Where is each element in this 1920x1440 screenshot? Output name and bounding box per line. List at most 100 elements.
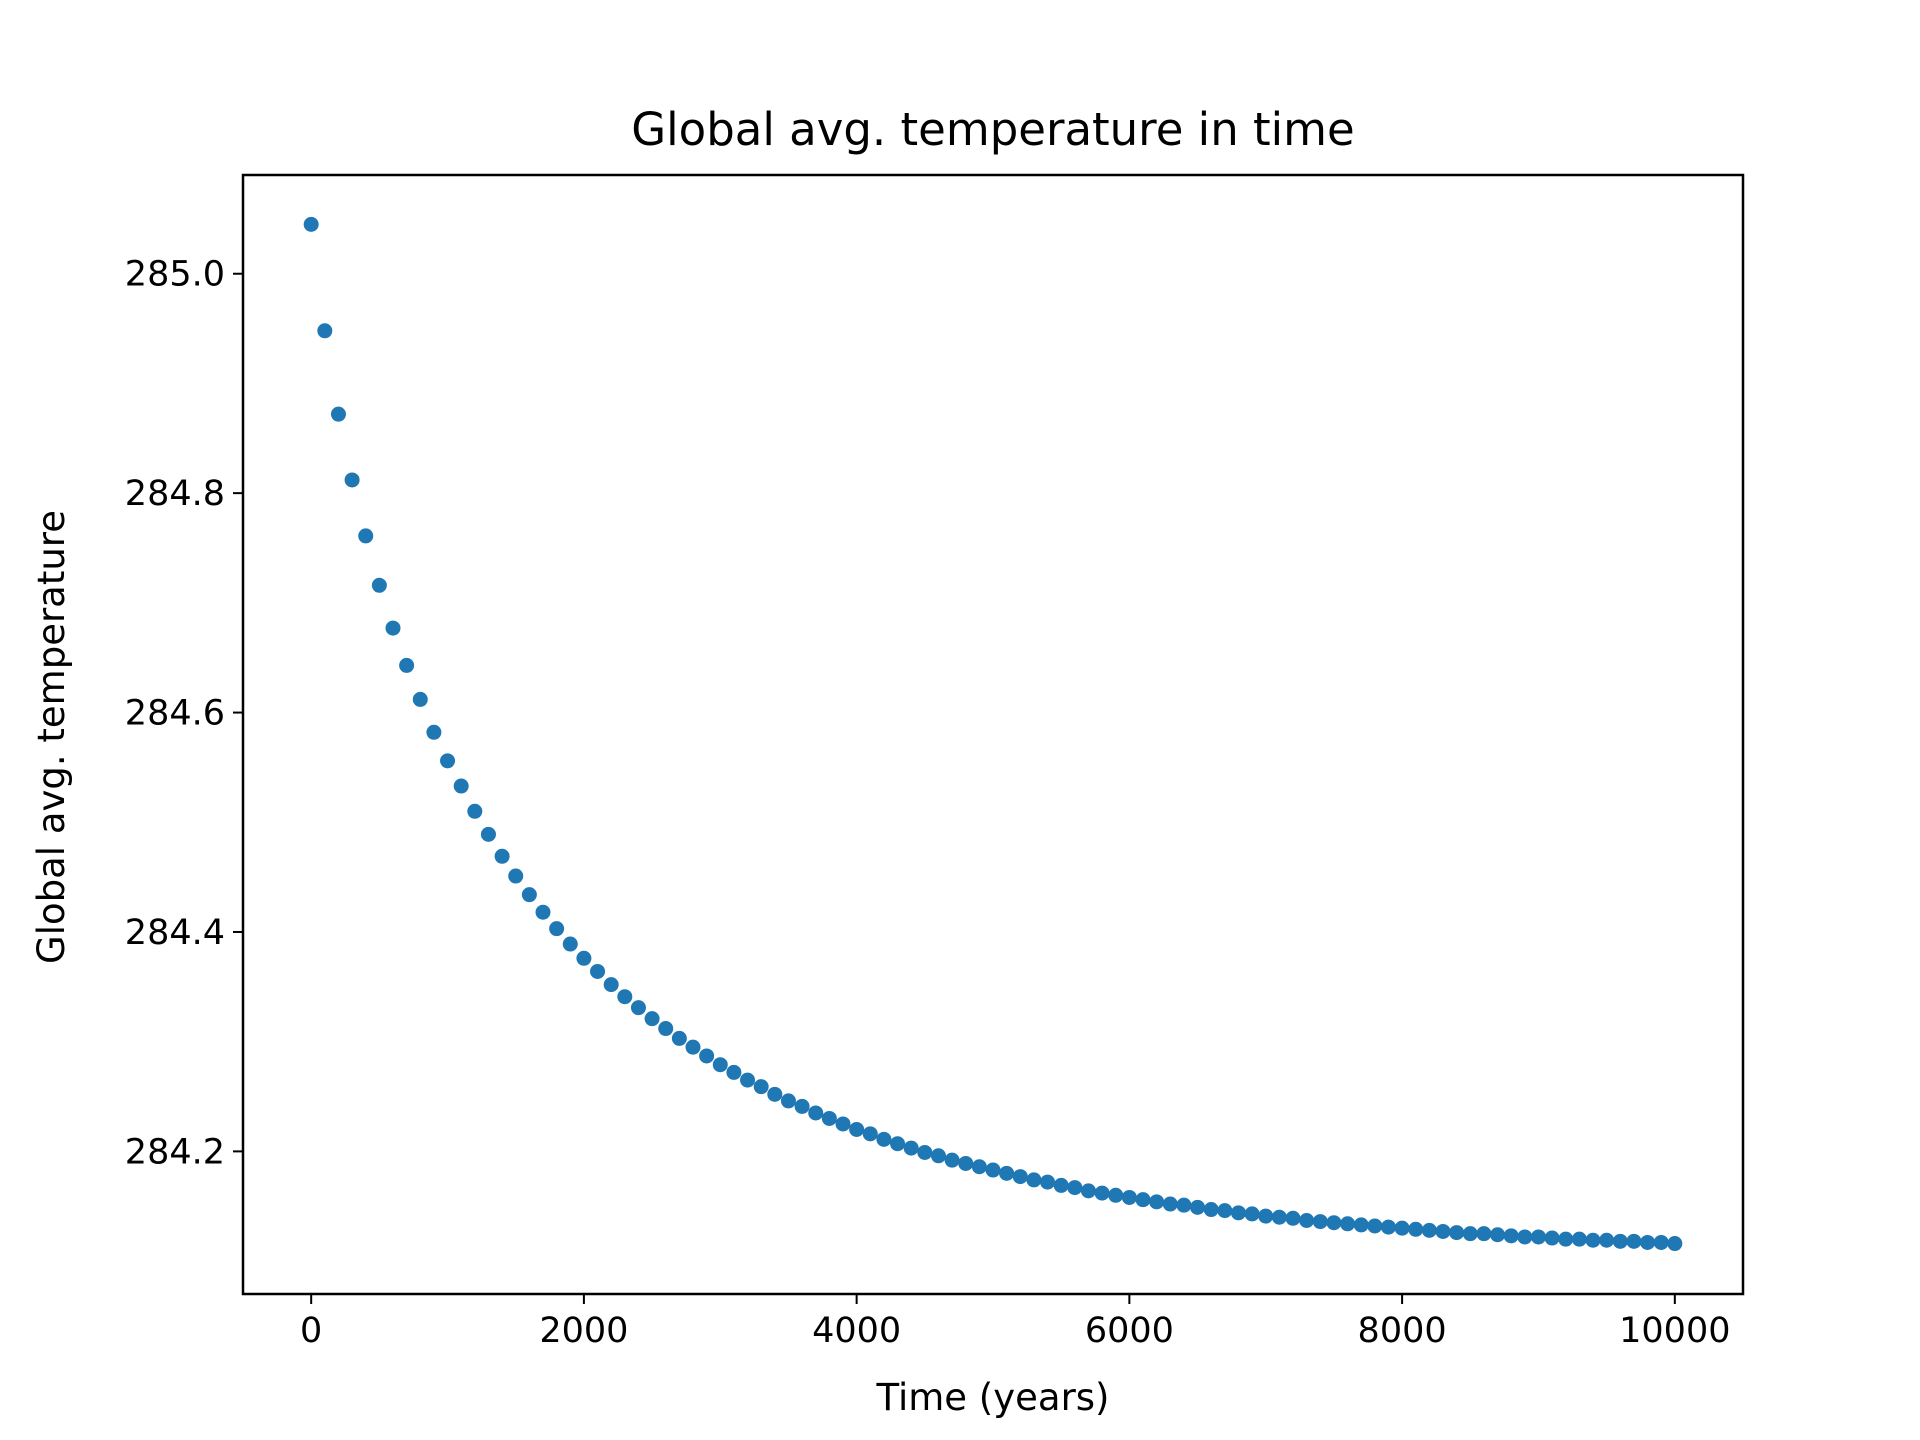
data-point xyxy=(535,904,551,920)
data-point xyxy=(971,1159,987,1175)
data-point xyxy=(440,753,456,769)
y-tick-label: 284.4 xyxy=(125,913,225,953)
data-point xyxy=(590,963,606,979)
data-point xyxy=(1230,1205,1246,1221)
data-point xyxy=(330,406,346,422)
data-point xyxy=(849,1121,865,1137)
data-point xyxy=(480,826,496,842)
data-point xyxy=(876,1131,892,1147)
x-tick-label: 10000 xyxy=(1619,1311,1730,1351)
data-point xyxy=(412,691,428,707)
data-point xyxy=(303,216,319,232)
data-point xyxy=(1012,1169,1028,1185)
data-point xyxy=(1299,1212,1315,1228)
data-point xyxy=(508,868,524,884)
data-point xyxy=(1640,1234,1656,1250)
data-point xyxy=(658,1021,674,1037)
data-point xyxy=(1380,1219,1396,1235)
plot-frame xyxy=(241,173,1745,1296)
data-point xyxy=(1176,1197,1192,1213)
data-point xyxy=(1435,1223,1451,1239)
data-point xyxy=(1517,1229,1533,1245)
data-point xyxy=(1053,1177,1069,1193)
data-point xyxy=(1244,1206,1260,1222)
data-point xyxy=(808,1105,824,1121)
data-point xyxy=(794,1098,810,1114)
data-point xyxy=(358,528,374,544)
data-point xyxy=(1653,1234,1669,1250)
data-point xyxy=(726,1064,742,1080)
data-point xyxy=(453,778,469,794)
data-point xyxy=(644,1011,660,1027)
data-point xyxy=(699,1048,715,1064)
data-point xyxy=(1476,1226,1492,1242)
data-point xyxy=(344,472,360,488)
data-point xyxy=(1462,1226,1478,1242)
data-point xyxy=(917,1144,933,1160)
x-tick-label: 0 xyxy=(300,1311,322,1351)
data-point xyxy=(1599,1232,1615,1248)
data-point xyxy=(1503,1228,1519,1244)
data-point xyxy=(1162,1196,1178,1212)
data-point xyxy=(1449,1225,1465,1241)
y-tick-label: 285.0 xyxy=(125,255,225,295)
data-point xyxy=(1353,1217,1369,1233)
data-point xyxy=(521,887,537,903)
data-point xyxy=(1108,1187,1124,1203)
data-point xyxy=(426,724,442,740)
data-point xyxy=(317,323,333,339)
data-point xyxy=(685,1039,701,1055)
x-tick-label: 6000 xyxy=(1085,1311,1174,1351)
data-point xyxy=(630,1000,646,1016)
data-point xyxy=(1040,1174,1056,1190)
x-tick-label: 4000 xyxy=(812,1311,901,1351)
data-point xyxy=(1421,1222,1437,1238)
data-point xyxy=(1203,1202,1219,1218)
data-point xyxy=(1667,1236,1683,1252)
y-axis-ticks: 284.2 284.4 284.6 284.8 285.0 xyxy=(125,255,243,1172)
data-point xyxy=(1544,1230,1560,1246)
data-point xyxy=(1326,1215,1342,1231)
data-point xyxy=(944,1152,960,1168)
data-point xyxy=(1340,1216,1356,1232)
data-point xyxy=(999,1165,1015,1181)
data-point xyxy=(399,657,415,673)
data-point xyxy=(1026,1172,1042,1188)
data-point xyxy=(1585,1232,1601,1248)
data-point xyxy=(371,577,387,593)
data-point xyxy=(1271,1209,1287,1225)
x-axis-label: Time (years) xyxy=(875,1376,1109,1419)
data-point xyxy=(603,977,619,993)
chart-title: Global avg. temperature in time xyxy=(631,103,1354,156)
data-point xyxy=(1094,1185,1110,1201)
data-point xyxy=(671,1030,687,1046)
data-point xyxy=(1121,1189,1137,1205)
data-point xyxy=(494,848,510,864)
data-point xyxy=(385,620,401,636)
data-point xyxy=(1190,1199,1206,1215)
data-point xyxy=(930,1148,946,1164)
data-point xyxy=(1312,1214,1328,1230)
data-point xyxy=(1067,1180,1083,1196)
x-tick-label: 2000 xyxy=(539,1311,628,1351)
data-point xyxy=(1612,1233,1628,1249)
data-point xyxy=(903,1140,919,1156)
data-point xyxy=(467,803,483,819)
data-point xyxy=(1367,1218,1383,1234)
y-axis-label: Global avg. temperature xyxy=(30,510,73,964)
data-point xyxy=(712,1057,728,1073)
data-point xyxy=(767,1086,783,1102)
data-point xyxy=(862,1126,878,1142)
data-point xyxy=(1626,1233,1642,1249)
data-point xyxy=(985,1162,1001,1178)
y-tick-label: 284.6 xyxy=(125,694,225,734)
data-point xyxy=(958,1155,974,1171)
data-point xyxy=(835,1116,851,1132)
y-tick-label: 284.2 xyxy=(125,1132,225,1172)
y-tick-label: 284.8 xyxy=(125,474,225,514)
data-point xyxy=(576,950,592,966)
data-point xyxy=(1285,1210,1301,1226)
data-point xyxy=(1408,1221,1424,1237)
data-point xyxy=(1149,1194,1165,1210)
